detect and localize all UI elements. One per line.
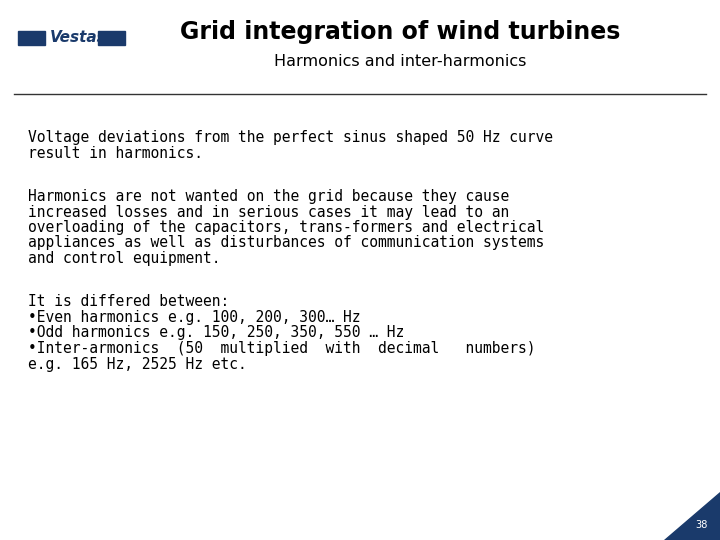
Text: e.g. 165 Hz, 2525 Hz etc.: e.g. 165 Hz, 2525 Hz etc. xyxy=(28,356,247,372)
Bar xyxy=(18,31,45,45)
Polygon shape xyxy=(664,492,720,540)
Text: Grid integration of wind turbines: Grid integration of wind turbines xyxy=(180,20,620,44)
Bar xyxy=(98,31,125,45)
Text: Harmonics are not wanted on the grid because they cause: Harmonics are not wanted on the grid bec… xyxy=(28,189,509,204)
Text: •Odd harmonics e.g. 150, 250, 350, 550 … Hz: •Odd harmonics e.g. 150, 250, 350, 550 …… xyxy=(28,326,404,341)
Text: It is differed between:: It is differed between: xyxy=(28,294,229,309)
Text: result in harmonics.: result in harmonics. xyxy=(28,145,203,160)
Text: Voltage deviations from the perfect sinus shaped 50 Hz curve: Voltage deviations from the perfect sinu… xyxy=(28,130,553,145)
Text: •Even harmonics e.g. 100, 200, 300… Hz: •Even harmonics e.g. 100, 200, 300… Hz xyxy=(28,310,361,325)
Text: increased losses and in serious cases it may lead to an: increased losses and in serious cases it… xyxy=(28,205,509,219)
Text: and control equipment.: and control equipment. xyxy=(28,251,220,266)
Text: Vestas: Vestas xyxy=(50,30,107,45)
Text: 38: 38 xyxy=(696,520,708,530)
Text: Harmonics and inter-harmonics: Harmonics and inter-harmonics xyxy=(274,55,526,70)
Text: overloading of the capacitors, trans-formers and electrical: overloading of the capacitors, trans-for… xyxy=(28,220,544,235)
Text: appliances as well as disturbances of communication systems: appliances as well as disturbances of co… xyxy=(28,235,544,251)
Text: •Inter-armonics  (50  multiplied  with  decimal   numbers): •Inter-armonics (50 multiplied with deci… xyxy=(28,341,536,356)
